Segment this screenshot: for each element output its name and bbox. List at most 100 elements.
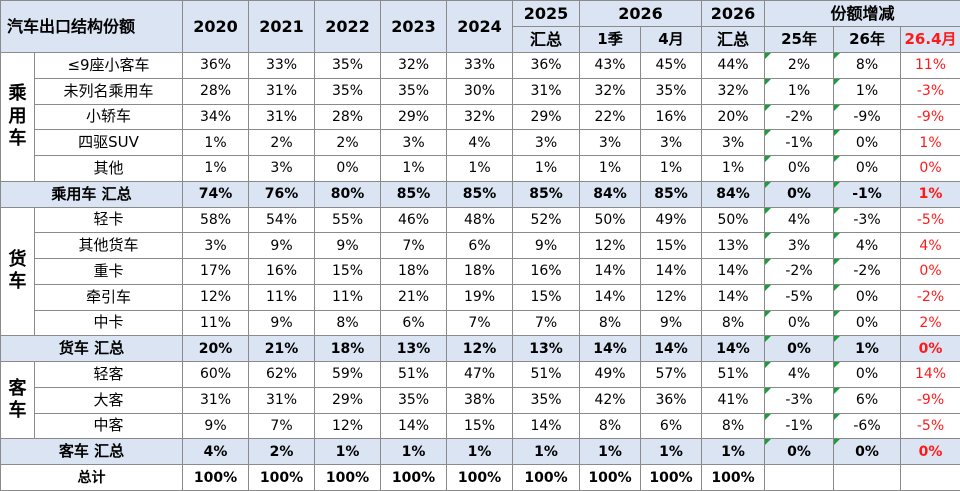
table-cell: 11% bbox=[182, 309, 250, 337]
table-cell: -3% bbox=[900, 77, 960, 105]
table-cell: 11% bbox=[248, 283, 316, 311]
table-cell: 14% bbox=[579, 258, 642, 285]
table-cell: 6% bbox=[640, 412, 703, 440]
table-cell: 1% bbox=[512, 155, 581, 182]
subtotal-cell: 1% bbox=[380, 438, 448, 465]
table-cell: 1% bbox=[900, 129, 960, 156]
table-cell: 32% bbox=[380, 52, 448, 79]
table-cell: 1% bbox=[764, 77, 835, 105]
subtotal-cell: 1% bbox=[701, 438, 766, 465]
table-cell: 6% bbox=[380, 309, 448, 337]
table-cell: -2% bbox=[833, 258, 902, 285]
total-row: 总计 100% 100% 100% 100% 100% 100% 100% 100% 100% bbox=[0, 464, 960, 491]
table-cell: -9% bbox=[900, 386, 960, 414]
subtotal-cell: 14% bbox=[579, 335, 642, 362]
table-cell: 49% bbox=[640, 206, 703, 234]
subtotal-cell: 0% bbox=[764, 335, 835, 362]
subtotal-cell: 2% bbox=[248, 438, 316, 465]
table-cell: 8% bbox=[579, 412, 642, 440]
table-cell: 11% bbox=[314, 283, 382, 311]
row-label: ≤9座小客车 bbox=[33, 52, 184, 79]
subtotal-cell: 14% bbox=[701, 335, 766, 362]
table-cell: 3% bbox=[512, 129, 581, 156]
table-cell: 44% bbox=[701, 52, 766, 79]
subtotal-cell: 85% bbox=[512, 180, 581, 208]
total-cell: 100% bbox=[446, 464, 514, 491]
table-cell: 0% bbox=[833, 283, 902, 311]
table-cell: 0% bbox=[833, 361, 902, 388]
table-body: 乘 用 车 ≤9座小客车 36% 33% 35% 32% 33% 36% 43% 45% 44% 2%… bbox=[0, 52, 960, 491]
table-cell: 0% bbox=[833, 155, 902, 182]
header-change-26-apr: 26.4月 bbox=[900, 26, 960, 53]
subtotal-row: 货车 汇总 20% 21% 18% 13% 12% 13% 14% 14% 14% 0% 1% 0% bbox=[0, 335, 960, 362]
row-label: 大客 bbox=[33, 386, 184, 414]
table-cell: 12% bbox=[182, 283, 250, 311]
table-cell: 16% bbox=[248, 258, 316, 285]
table-row: 乘 用 车 ≤9座小客车 36% 33% 35% 32% 33% 36% 43% 45% 44% 2%… bbox=[0, 52, 960, 182]
table-cell: 60% bbox=[182, 361, 250, 388]
table-cell: 8% bbox=[701, 412, 766, 440]
table-cell: 1% bbox=[446, 155, 514, 182]
subtotal-cell: 76% bbox=[248, 180, 316, 208]
subtotal-cell: 85% bbox=[640, 180, 703, 208]
table-cell: 1% bbox=[182, 155, 250, 182]
table-cell: -1% bbox=[764, 412, 835, 440]
table-cell: 14% bbox=[579, 283, 642, 311]
table-cell: 7% bbox=[512, 309, 581, 337]
table-cell: 1% bbox=[380, 155, 448, 182]
row-label: 轻客 bbox=[33, 361, 184, 388]
table-row: 牵引车 12% 11% 11% 21% 19% 15% 14% 12% 14% -5% 0% -2% bbox=[1, 283, 960, 311]
subtotal-label: 乘用车 汇总 bbox=[0, 180, 184, 208]
table-cell: -5% bbox=[900, 206, 960, 234]
row-label: 小轿车 bbox=[33, 103, 184, 131]
table-cell: 52% bbox=[512, 206, 581, 234]
table-cell: 29% bbox=[380, 103, 448, 131]
table-cell: 55% bbox=[314, 206, 382, 234]
row-label: 四驱SUV bbox=[33, 129, 184, 156]
table-cell: 46% bbox=[380, 206, 448, 234]
table-cell: -5% bbox=[764, 283, 835, 311]
table-cell: 35% bbox=[380, 77, 448, 105]
total-cell: 100% bbox=[380, 464, 448, 491]
table-cell: 14% bbox=[701, 258, 766, 285]
table-cell: 14% bbox=[701, 283, 766, 311]
row-label: 牵引车 bbox=[33, 283, 184, 311]
table-cell: 38% bbox=[446, 386, 514, 414]
subtotal-cell: 85% bbox=[446, 180, 514, 208]
table-cell: 51% bbox=[380, 361, 448, 388]
header-year-2022: 2022 bbox=[314, 0, 382, 53]
table-cell: 42% bbox=[579, 386, 642, 414]
table-cell: 59% bbox=[314, 361, 382, 388]
header-2026-q1: 1季 bbox=[579, 26, 642, 53]
row-label: 其他货车 bbox=[33, 232, 184, 259]
total-cell: 100% bbox=[701, 464, 766, 491]
header-year-2024: 2024 bbox=[446, 0, 514, 53]
table-cell: 57% bbox=[640, 361, 703, 388]
table-row: 大客 31% 31% 29% 35% 38% 35% 42% 36% 41% -3% 6% -9% bbox=[1, 386, 960, 414]
subtotal-cell: 74% bbox=[182, 180, 250, 208]
table-cell: 3% bbox=[640, 129, 703, 156]
row-label: 中客 bbox=[33, 412, 184, 440]
subtotal-label: 货车 汇总 bbox=[0, 335, 184, 362]
table-cell: 2% bbox=[314, 129, 382, 156]
table-cell: 16% bbox=[512, 258, 581, 285]
table-cell: 18% bbox=[446, 258, 514, 285]
subtotal-cell: 1% bbox=[833, 335, 902, 362]
table-cell: 4% bbox=[900, 232, 960, 259]
table-cell: 1% bbox=[579, 155, 642, 182]
table-cell: 2% bbox=[248, 129, 316, 156]
header-share-change: 份额增减 bbox=[764, 0, 960, 27]
table-cell: 49% bbox=[579, 361, 642, 388]
category-label: 货 车 bbox=[0, 206, 35, 337]
table-row: 四驱SUV 1% 2% 2% 3% 4% 3% 3% 3% 3% -1% 0% 1% bbox=[1, 129, 960, 156]
table-cell: 1% bbox=[701, 155, 766, 182]
table-cell: 35% bbox=[640, 77, 703, 105]
header-2026-april: 4月 bbox=[640, 26, 703, 53]
table-cell: 31% bbox=[182, 386, 250, 414]
table-cell: 50% bbox=[701, 206, 766, 234]
header-2025-summary: 汇总 bbox=[512, 26, 581, 53]
subtotal-row: 客车 汇总 4% 2% 1% 1% 1% 1% 1% 1% 1% 0% 0% 0% bbox=[0, 438, 960, 465]
total-cell bbox=[833, 464, 902, 491]
table-cell: -9% bbox=[833, 103, 902, 131]
table-cell: 9% bbox=[248, 309, 316, 337]
